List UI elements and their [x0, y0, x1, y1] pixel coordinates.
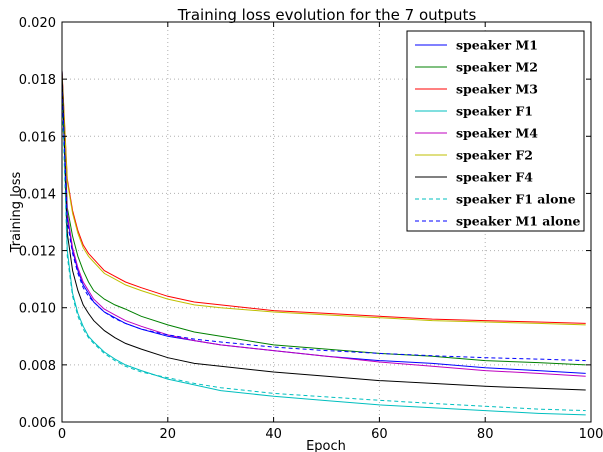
y-tick-label: 0.010 — [19, 302, 56, 317]
legend-label: speaker M1 alone — [456, 214, 581, 229]
legend-label: speaker F1 alone — [456, 192, 576, 207]
series-line-speaker-m3 — [61, 70, 586, 324]
legend-label: speaker M3 — [456, 82, 538, 97]
series-line-speaker-m4 — [61, 70, 586, 377]
series-line-speaker-f1-alone — [61, 93, 586, 412]
legend-label: speaker F1 — [456, 104, 533, 119]
x-tick-label: 20 — [160, 427, 177, 442]
legend-label: speaker F4 — [456, 170, 533, 185]
y-tick-label: 0.006 — [19, 416, 56, 431]
y-tick-label: 0.016 — [19, 130, 56, 145]
y-tick-label: 0.018 — [19, 73, 56, 88]
y-tick-label: 0.014 — [19, 187, 56, 202]
legend-label: speaker M2 — [456, 60, 538, 75]
series-lines — [61, 70, 586, 416]
axis-ticks: 0 20 40 60 80 100 0.006 0.008 0.010 0.012 0.014 0.0… — [19, 16, 603, 442]
x-tick-label: 0 — [58, 427, 66, 442]
legend-box — [406, 30, 585, 232]
legend-label: speaker M1 — [456, 38, 538, 53]
legend-label: speaker M4 — [456, 126, 538, 141]
series-line-speaker-f4 — [61, 70, 586, 391]
chart-title: Training loss evolution for the 7 output… — [177, 6, 477, 24]
series-line-speaker-f2 — [61, 73, 586, 326]
legend: speaker M1 speaker M2 speaker M3 speaker F1… — [406, 30, 585, 232]
y-tick-label: 0.020 — [19, 16, 56, 31]
y-tick-label: 0.012 — [19, 245, 56, 260]
y-axis-label: Training loss — [9, 172, 24, 254]
series-line-speaker-m1-alone — [61, 84, 586, 362]
series-line-speaker-m1 — [61, 70, 586, 374]
x-axis-label: Epoch — [306, 439, 346, 452]
y-tick-label: 0.008 — [19, 359, 56, 374]
x-tick-label: 40 — [265, 427, 282, 442]
x-tick-label: 100 — [579, 427, 603, 442]
plot-area-frame — [61, 21, 592, 423]
legend-label: speaker F2 — [456, 148, 533, 163]
x-tick-label: 60 — [371, 427, 388, 442]
x-tick-label: 80 — [477, 427, 494, 442]
series-line-speaker-f1 — [61, 70, 586, 416]
